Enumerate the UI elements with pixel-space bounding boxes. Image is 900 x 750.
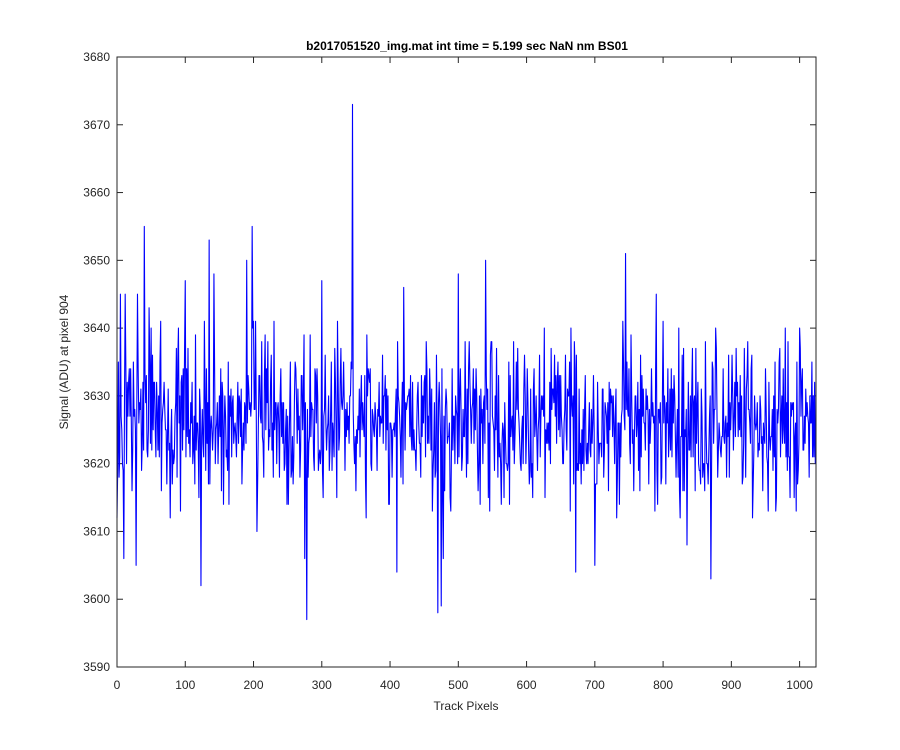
x-tick-label: 700 [585,678,605,692]
x-tick-label: 600 [517,678,537,692]
y-tick-label: 3670 [83,118,110,132]
x-tick-label: 100 [175,678,195,692]
x-tick-label: 500 [448,678,468,692]
y-tick-label: 3640 [83,321,110,335]
y-tick-label: 3630 [83,389,110,403]
x-tick-label: 0 [114,678,121,692]
y-tick-label: 3600 [83,592,110,606]
x-axis-label: Track Pixels [434,699,499,713]
series-line [116,103,816,621]
x-tick-label: 900 [721,678,741,692]
y-tick-label: 3620 [83,457,110,471]
y-tick-label: 3590 [83,660,110,674]
x-tick-label: 800 [653,678,673,692]
y-tick-label: 3660 [83,186,110,200]
y-tick-label: 3680 [83,50,110,64]
plot-area [117,57,816,667]
x-tick-label: 200 [244,678,264,692]
x-tick-label: 300 [312,678,332,692]
x-ticks: 0 100 200 300 400 500 600 700 800 900 1000 [114,57,813,692]
y-ticks: 3590 3600 3610 3620 3630 3640 3650 3660 3670 3680 [83,50,816,674]
y-tick-label: 3610 [83,524,110,538]
plot-frame [116,56,817,668]
y-axis-label: Signal (ADU) at pixel 904 [57,294,71,429]
chart-title: b2017051520_img.mat int time = 5.199 sec… [306,39,628,53]
y-tick-label: 3650 [83,253,110,267]
x-tick-label: 1000 [786,678,813,692]
x-tick-label: 400 [380,678,400,692]
